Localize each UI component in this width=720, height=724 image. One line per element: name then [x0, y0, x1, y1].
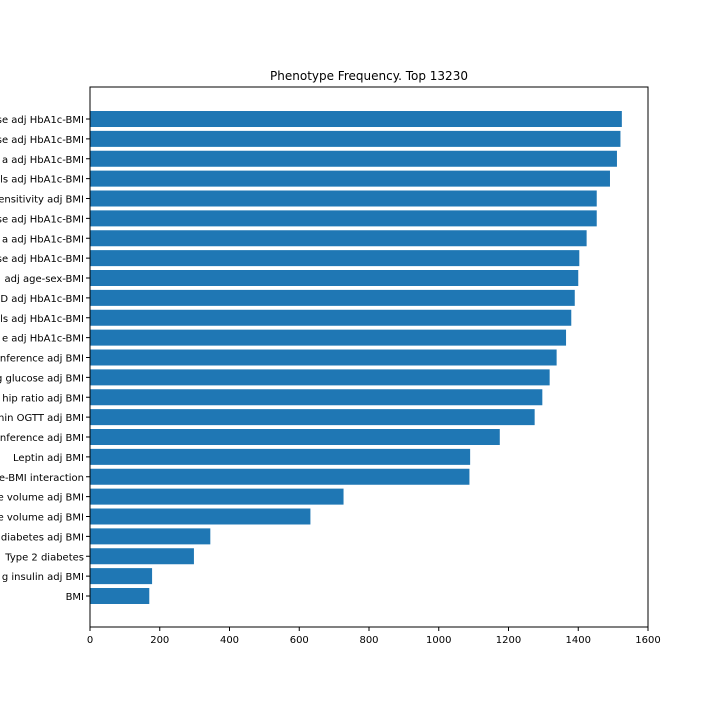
plot-frame — [89, 86, 649, 628]
y-tick-label: Leptin adj BMI — [13, 453, 84, 464]
y-tick-label: D adj HbA1c-BMI — [0, 294, 84, 305]
bar — [90, 488, 344, 505]
y-tick-label: ls adj HbA1c-BMI — [0, 175, 84, 186]
y-tick-label: se adj HbA1c-BMI — [0, 214, 84, 225]
bar — [90, 210, 597, 227]
bar — [90, 190, 597, 207]
bar — [90, 448, 471, 465]
y-tick-label: a adj HbA1c-BMI — [2, 234, 84, 245]
y-tick-label: diabetes adj BMI — [1, 532, 84, 543]
chart-title: Phenotype Frequency. Top 13230 — [270, 69, 468, 83]
y-tick-label: nference adj BMI — [0, 433, 84, 444]
y-tick-label: Type 2 diabetes — [4, 552, 84, 563]
x-tick-label: 800 — [359, 635, 378, 646]
bar — [90, 230, 587, 247]
y-tick-label: e-BMI interaction — [0, 473, 84, 484]
y-tick-label: e adj HbA1c-BMI — [2, 334, 84, 345]
bar — [90, 389, 543, 406]
bar — [90, 111, 622, 127]
bar — [90, 369, 550, 386]
bars-group — [90, 111, 622, 604]
bar — [90, 130, 621, 147]
x-tick-label: 1200 — [496, 635, 521, 646]
bar — [90, 150, 617, 167]
bar — [90, 289, 575, 306]
bar — [90, 250, 580, 267]
bar — [90, 309, 572, 326]
y-tick-label: se adj HbA1c-BMI — [0, 254, 84, 265]
x-tick-label: 0 — [87, 635, 93, 646]
y-tick-label: g glucose adj BMI — [0, 373, 84, 384]
bar — [90, 468, 470, 485]
y-tick-label: nference adj BMI — [0, 354, 84, 365]
bar — [90, 588, 150, 604]
x-axis: 0 200 400 600 800 1000 1200 1400 1600 — [87, 627, 661, 646]
bar — [90, 270, 579, 286]
y-tick-labels: se adj HbA1c-BMI se adj HbA1c-BMI a adj Hb… — [0, 115, 90, 603]
y-tick-label: hin OGTT adj BMI — [0, 413, 84, 424]
y-tick-label: adj age-sex-BMI — [5, 274, 84, 285]
x-tick-label: 400 — [220, 635, 239, 646]
bar — [90, 349, 557, 366]
bar — [90, 548, 194, 565]
x-tick-label: 200 — [150, 635, 169, 646]
y-tick-label: e volume adj BMI — [0, 493, 84, 504]
x-tick-label: 1400 — [566, 635, 591, 646]
y-tick-label: e volume adj BMI — [0, 513, 84, 524]
x-tick-label: 600 — [290, 635, 309, 646]
x-tick-label: 1000 — [426, 635, 451, 646]
bar — [90, 409, 535, 426]
y-tick-label: g insulin adj BMI — [2, 572, 84, 583]
y-tick-label: se adj HbA1c-BMI — [0, 135, 84, 146]
bar — [90, 429, 500, 445]
bar — [90, 528, 211, 545]
bar — [90, 329, 567, 346]
bar — [90, 508, 311, 525]
y-tick-label: a adj HbA1c-BMI — [2, 155, 84, 166]
y-tick-label: ls adj HbA1c-BMI — [0, 314, 84, 325]
bar — [90, 170, 610, 187]
y-tick-label: BMI — [66, 592, 84, 603]
bar — [90, 568, 153, 585]
x-tick-label: 1600 — [635, 635, 660, 646]
y-tick-label: hip ratio adj BMI — [2, 393, 84, 404]
y-tick-label: se adj HbA1c-BMI — [0, 115, 84, 126]
y-tick-label: ensitivity adj BMI — [0, 195, 84, 206]
